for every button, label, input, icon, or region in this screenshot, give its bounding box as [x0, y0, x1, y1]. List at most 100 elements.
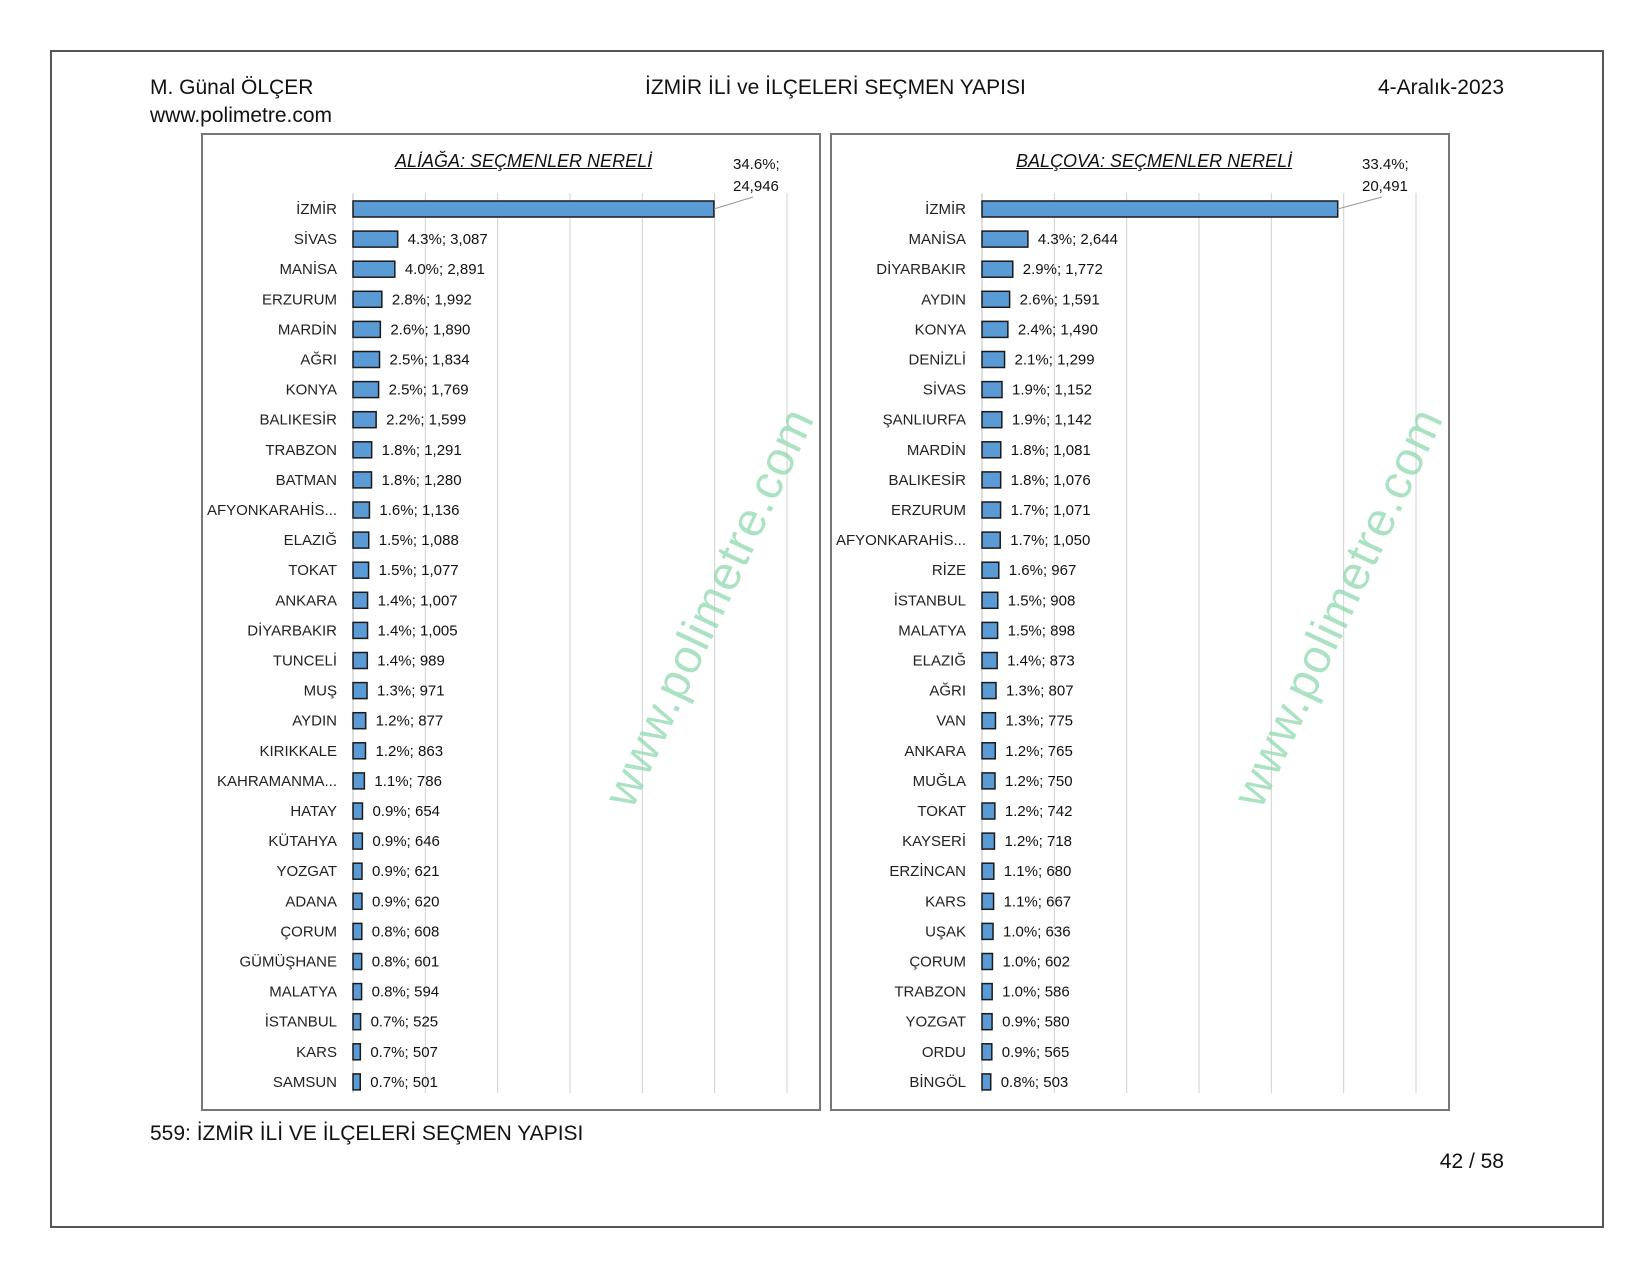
category-label: ERZİNCAN — [889, 862, 966, 880]
bar — [981, 742, 997, 760]
category-label: MARDİN — [907, 441, 966, 459]
category-label: AĞRI — [300, 352, 337, 369]
bar — [981, 1043, 993, 1061]
bar — [981, 230, 1029, 248]
data-label: 0.8%; 503 — [1001, 1074, 1069, 1091]
data-label: 2.4%; 1,490 — [1018, 321, 1098, 338]
data-label: 0.9%; 565 — [1002, 1044, 1070, 1061]
bar-chart-balcova: İZMİR 33.4%; 20,491 MANİSA 4.3%; 2,644 DİYARB… — [836, 156, 1417, 1093]
bar — [981, 320, 1009, 339]
bar — [352, 862, 363, 880]
category-label: AFYONKARAHİS... — [207, 501, 337, 519]
bar — [352, 982, 363, 1001]
data-label: 2.2%; 1,599 — [386, 412, 466, 429]
bar — [352, 410, 377, 429]
bar — [352, 892, 363, 911]
category-label: BİNGÖL — [909, 1073, 966, 1091]
category-label: BATMAN — [276, 472, 337, 489]
bar — [981, 681, 997, 700]
category-label: MALATYA — [269, 984, 337, 1001]
data-label: 0.9%; 580 — [1002, 1014, 1070, 1031]
category-label: ÇORUM — [909, 954, 966, 971]
category-label: GÜMÜŞHANE — [239, 953, 337, 971]
category-label: TRABZON — [894, 984, 966, 1001]
bar — [981, 260, 1014, 278]
category-label: MUĞLA — [913, 773, 966, 790]
bar — [352, 922, 363, 941]
data-label: 1.2%; 765 — [1005, 743, 1073, 760]
category-label: TOKAT — [288, 562, 337, 579]
report-date: 4-Aralık-2023 — [1377, 76, 1504, 99]
category-label: KARS — [925, 893, 966, 910]
category-label: AYDIN — [292, 713, 337, 730]
bar — [981, 410, 1003, 429]
bar — [981, 832, 996, 850]
chart-panel-balcova: BALÇOVA: SEÇMENLER NERELİ İZMİR 33.4%; 20,… — [830, 133, 1454, 1111]
bar — [981, 591, 999, 610]
bar — [981, 350, 1006, 369]
category-label: YOZGAT — [905, 1014, 966, 1031]
data-label: 2.8%; 1,992 — [392, 291, 472, 308]
category-label: ELAZIĞ — [284, 532, 337, 549]
category-label: İSTANBUL — [894, 591, 966, 609]
chart-title-aliaga: ALİAĞA: SEÇMENLER NERELİ — [395, 151, 653, 171]
leader-line — [713, 196, 754, 210]
data-label: 1.9%; 1,142 — [1012, 412, 1092, 429]
data-label: 1.7%; 1,050 — [1010, 532, 1090, 549]
category-label: DİYARBAKIR — [876, 260, 966, 278]
bar — [352, 772, 366, 790]
bar — [352, 561, 370, 579]
data-label: 2.5%; 1,769 — [389, 382, 469, 399]
category-label: KARS — [296, 1044, 337, 1061]
bar-chart-aliaga: İZMİR 34.6%; 24,946 SİVAS 4.3%; 3,087 MANİSA 4… — [207, 156, 788, 1093]
bar — [352, 591, 369, 610]
category-label: İZMİR — [925, 200, 966, 218]
bar — [352, 1043, 362, 1061]
bar — [981, 290, 1011, 309]
bar — [352, 471, 373, 489]
bar — [981, 802, 996, 820]
category-label: TUNCELİ — [273, 652, 337, 670]
category-label: KONYA — [286, 382, 337, 399]
data-label: 0.9%; 621 — [372, 863, 440, 880]
bar — [352, 651, 369, 670]
category-label: DİYARBAKIR — [247, 621, 337, 639]
data-label: 20,491 — [1362, 178, 1408, 195]
category-label: UŞAK — [925, 923, 966, 940]
bar — [352, 230, 399, 248]
data-label: 2.6%; 1,890 — [390, 321, 470, 338]
website-link[interactable]: www.polimetre.com — [150, 104, 333, 127]
category-label: ERZURUM — [891, 502, 966, 519]
category-label: DENİZLİ — [908, 351, 966, 369]
category-label: SAMSUN — [273, 1074, 337, 1091]
data-label: 1.6%; 967 — [1009, 562, 1077, 579]
data-label: 24,946 — [733, 178, 779, 195]
bar — [352, 501, 371, 519]
category-label: AYDIN — [921, 291, 966, 308]
category-label: ÇORUM — [280, 923, 337, 940]
data-label: 0.8%; 608 — [372, 923, 440, 940]
data-label: 1.8%; 1,081 — [1011, 442, 1091, 459]
data-label: 2.9%; 1,772 — [1023, 261, 1103, 278]
data-label: 1.9%; 1,152 — [1012, 382, 1092, 399]
data-label: 0.8%; 601 — [372, 954, 440, 971]
bar — [981, 711, 997, 730]
data-label: 1.0%; 586 — [1002, 984, 1070, 1001]
bar — [981, 380, 1003, 399]
bar — [981, 441, 1002, 459]
data-label: 1.8%; 1,076 — [1011, 472, 1091, 489]
bar — [352, 681, 368, 700]
bar — [981, 621, 999, 640]
category-label: KONYA — [915, 321, 966, 338]
category-label: MANİSA — [279, 260, 337, 278]
page-frame — [50, 50, 1604, 1228]
category-label: ŞANLIURFA — [883, 412, 966, 429]
bar — [981, 1073, 992, 1091]
category-label: MUŞ — [304, 683, 337, 700]
bar — [352, 380, 380, 399]
data-label: 0.7%; 525 — [371, 1014, 439, 1031]
bar — [981, 922, 994, 941]
data-label: 1.2%; 863 — [375, 743, 443, 760]
category-label: MALATYA — [898, 622, 966, 639]
bar — [352, 200, 715, 218]
